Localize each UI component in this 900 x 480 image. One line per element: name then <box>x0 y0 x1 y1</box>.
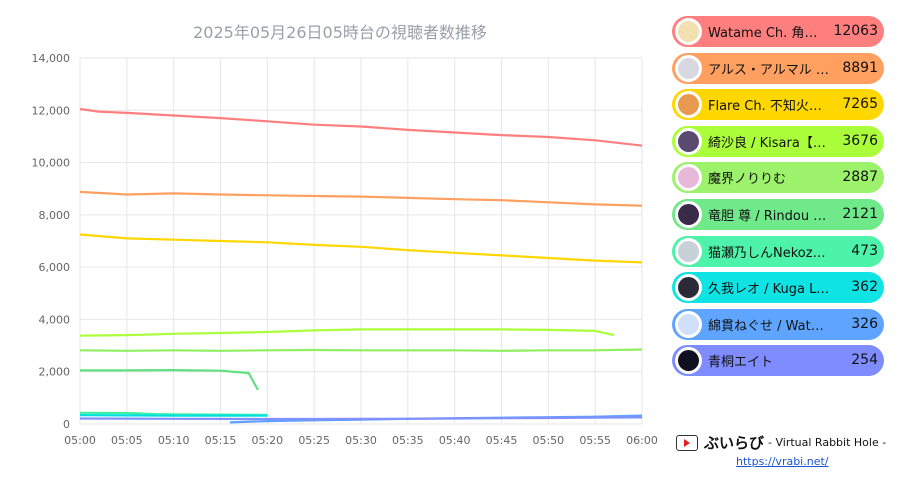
avatar-image <box>678 21 699 42</box>
x-tick-label: 05:50 <box>532 434 564 447</box>
legend-item[interactable]: 竜胆 尊 / Rindou M… 2121 <box>672 198 884 230</box>
y-axis-ticks: 0 2,000 4,000 6,000 8,000 10,000 12,000 14,000 <box>32 52 71 431</box>
avatar-image <box>678 167 699 189</box>
legend-item[interactable]: 綿貫ねぐせ / Watan… 326 <box>672 308 884 340</box>
avatar <box>675 274 702 302</box>
avatar <box>675 310 702 338</box>
x-axis-ticks: 05:00 05:05 05:10 05:15 05:20 05:25 05:30 05:35… <box>64 434 658 447</box>
legend-value: 8891 <box>842 59 878 76</box>
avatar-image <box>678 94 699 116</box>
legend-value: 473 <box>851 242 878 259</box>
legend-value: 12063 <box>833 23 878 39</box>
avatar-image <box>678 240 699 262</box>
y-tick-label: 14,000 <box>32 52 71 65</box>
avatar <box>675 127 702 155</box>
series-line-4 <box>79 328 615 337</box>
legend-item[interactable]: 青桐エイト 254 <box>672 345 884 377</box>
y-tick-label: 6,000 <box>39 261 71 274</box>
legend-name: 久我レオ / Kuga Leo <box>708 282 830 298</box>
series-lines <box>79 107 643 424</box>
series-line-8 <box>79 414 268 417</box>
brand-subtitle: - Virtual Rabbit Hole - <box>768 436 887 449</box>
legend-value: 362 <box>851 279 878 296</box>
legend-item[interactable]: Watame Ch. 角巻… 12063 <box>672 16 884 47</box>
avatar <box>675 200 702 228</box>
series-line-3 <box>79 233 643 264</box>
series-line-5 <box>79 348 643 352</box>
y-tick-label: 10,000 <box>32 157 71 170</box>
series-line-2 <box>79 190 643 207</box>
x-tick-label: 05:25 <box>298 434 330 447</box>
x-tick-label: 05:35 <box>392 434 424 447</box>
avatar <box>675 164 702 192</box>
x-tick-label: 05:55 <box>579 434 611 447</box>
legend-item[interactable]: Flare Ch. 不知火フ… 7265 <box>672 89 884 121</box>
legend-item[interactable]: 猫瀬乃しんNekozen… 473 <box>672 235 884 267</box>
y-tick-label: 2,000 <box>39 366 71 379</box>
avatar-image <box>678 277 699 299</box>
avatar <box>675 18 702 45</box>
x-tick-label: 05:30 <box>345 434 377 447</box>
avatar-image <box>678 130 699 152</box>
brand-name: ぶいらび <box>704 434 765 452</box>
legend-name: 猫瀬乃しんNekozen… <box>708 245 830 261</box>
y-tick-label: 12,000 <box>32 104 71 117</box>
chart-title: 2025年05月26日05時台の視聴者数推移 <box>193 23 487 42</box>
legend-value: 326 <box>851 315 878 332</box>
legend-item[interactable]: 魔界ノりりむ 2887 <box>672 162 884 194</box>
legend-name: 竜胆 尊 / Rindou M… <box>708 208 830 224</box>
x-tick-label: 05:05 <box>111 434 143 447</box>
x-tick-label: 05:00 <box>64 434 96 447</box>
x-tick-label: 05:20 <box>251 434 283 447</box>
legend-name: アルス・アルマル -… <box>708 62 830 78</box>
legend-name: Flare Ch. 不知火フ… <box>708 99 830 115</box>
x-tick-label: 05:40 <box>439 434 471 447</box>
avatar-image <box>678 350 699 372</box>
series-line-10 <box>79 416 643 421</box>
avatar-image <box>678 57 699 79</box>
legend-value: 2887 <box>842 169 878 186</box>
brand-footer: ぶいらび - Virtual Rabbit Hole - https://vra… <box>676 432 896 468</box>
legend-value: 2121 <box>842 205 878 222</box>
x-tick-label: 06:00 <box>626 434 658 447</box>
avatar <box>675 54 702 82</box>
legend-name: 綿貫ねぐせ / Watan… <box>708 318 830 334</box>
legend: Watame Ch. 角巻… 12063 アルス・アルマル -… 8891 Flare … <box>672 16 884 382</box>
y-tick-label: 0 <box>63 418 70 431</box>
legend-value: 7265 <box>842 96 878 113</box>
y-tick-label: 8,000 <box>39 209 71 222</box>
legend-item[interactable]: アルス・アルマル -… 8891 <box>672 52 884 84</box>
avatar <box>675 91 702 119</box>
avatar-image <box>678 313 699 335</box>
y-tick-label: 4,000 <box>39 313 71 326</box>
video-play-icon <box>676 434 698 451</box>
avatar-image <box>678 203 699 225</box>
line-chart: 2025年05月26日05時台の視聴者数推移 0 2,000 4,000 6,000 8… <box>32 23 658 447</box>
x-tick-label: 05:45 <box>486 434 518 447</box>
legend-name: 魔界ノりりむ <box>708 172 787 188</box>
brand-link[interactable]: https://vrabi.net/ <box>736 455 829 468</box>
x-tick-label: 05:15 <box>205 434 237 447</box>
series-line-6 <box>80 369 259 391</box>
avatar <box>675 237 702 265</box>
legend-item[interactable]: 久我レオ / Kuga Leo 362 <box>672 272 884 304</box>
series-line-1 <box>79 107 643 147</box>
x-tick-label: 05:10 <box>158 434 190 447</box>
legend-name: 青桐エイト <box>708 355 774 371</box>
avatar <box>675 347 702 375</box>
legend-name: Watame Ch. 角巻… <box>708 26 830 41</box>
legend-name: 綺沙良 / Kisara【… <box>708 135 826 151</box>
legend-value: 3676 <box>842 132 878 149</box>
legend-item[interactable]: 綺沙良 / Kisara【… 3676 <box>672 125 884 157</box>
legend-value: 254 <box>851 352 878 369</box>
